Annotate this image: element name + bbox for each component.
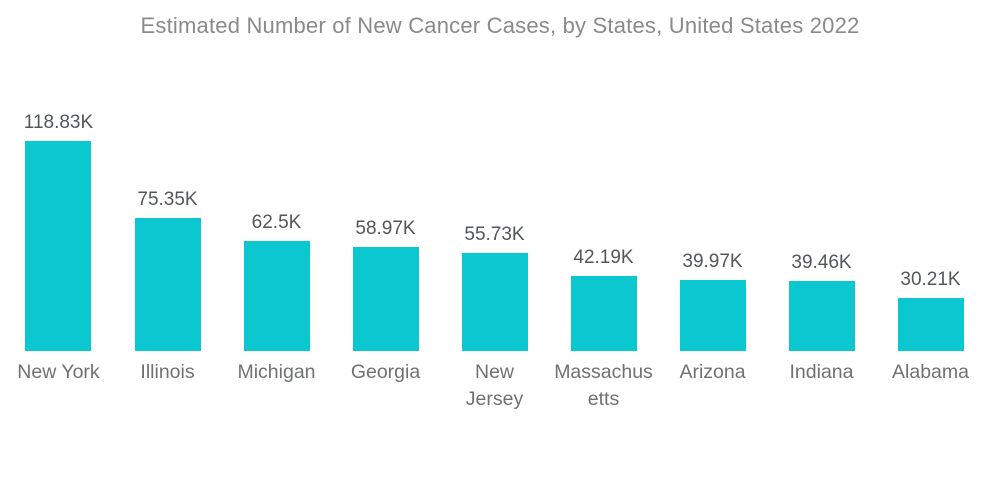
bar — [243, 241, 310, 351]
bar-column: 42.19K Massachus etts — [549, 106, 658, 413]
bar-category-label: Alabama — [892, 359, 969, 386]
bar-category-label: Illinois — [140, 359, 194, 386]
bar-category-label: Michigan — [237, 359, 315, 386]
bar-value-label: 62.5K — [251, 212, 302, 233]
bar-stack: 30.21K — [897, 106, 964, 351]
bar-stack: 39.46K — [788, 106, 855, 351]
bar — [461, 253, 528, 351]
bar-category-line: Georgia — [350, 361, 421, 383]
bar-stack: 75.35K — [134, 106, 201, 351]
bar — [897, 298, 964, 351]
bar-category-line: Illinois — [140, 361, 195, 383]
bar-chart: 118.83K New York 75.35K Illinois 62.5K M… — [4, 106, 985, 413]
bar-stack: 55.73K — [461, 106, 528, 351]
bar-category-line: Jersey — [465, 388, 524, 410]
bar-category-label: Georgia — [351, 359, 420, 386]
bar-category-line: Alabama — [892, 361, 969, 383]
bar-value-label: 42.19K — [573, 247, 634, 268]
bar-stack: 42.19K — [570, 106, 637, 351]
bar-column: 118.83K New York — [4, 106, 113, 413]
bar-column: 39.46K Indiana — [767, 106, 876, 413]
bar-category-line: Michigan — [237, 361, 316, 383]
bar-column: 58.97K Georgia — [331, 106, 440, 413]
bar — [570, 276, 637, 351]
bar-value-label: 39.97K — [682, 251, 743, 272]
bar-category-line: Indiana — [789, 361, 854, 383]
bar-column: 30.21K Alabama — [876, 106, 985, 413]
bar-category-line: etts — [587, 388, 620, 410]
chart-title: Estimated Number of New Cancer Cases, by… — [140, 13, 860, 38]
bar-category-label: New Jersey — [466, 359, 523, 413]
bar — [788, 281, 855, 351]
bar-category-line: New — [474, 361, 514, 383]
bar-column: 75.35K Illinois — [113, 106, 222, 413]
bar-value-label: 55.73K — [464, 224, 525, 245]
bar — [25, 141, 92, 351]
bar — [134, 218, 201, 351]
bar-stack: 118.83K — [24, 106, 93, 351]
bar-stack: 62.5K — [243, 106, 310, 351]
bar-stack: 58.97K — [352, 106, 419, 351]
bar-stack: 39.97K — [679, 106, 746, 351]
bar-column: 39.97K Arizona — [658, 106, 767, 413]
bar-category-label: Arizona — [679, 359, 745, 386]
bar-category-line: Massachus — [554, 361, 653, 383]
bar-value-label: 30.21K — [900, 269, 961, 290]
bar-column: 62.5K Michigan — [222, 106, 331, 413]
bar-category-line: New York — [17, 361, 100, 383]
bar-value-label: 75.35K — [137, 189, 198, 210]
bar-value-label: 39.46K — [791, 252, 852, 273]
bar-category-label: Indiana — [790, 359, 854, 386]
bar — [679, 280, 746, 351]
bar-category-label: Massachus etts — [554, 359, 653, 413]
bar-value-label: 58.97K — [355, 218, 416, 239]
bar-category-label: New York — [17, 359, 99, 386]
bar-value-label: 118.83K — [23, 112, 94, 133]
bar-column: 55.73K New Jersey — [440, 106, 549, 413]
bar — [352, 247, 419, 351]
bar-category-line: Arizona — [679, 361, 746, 383]
